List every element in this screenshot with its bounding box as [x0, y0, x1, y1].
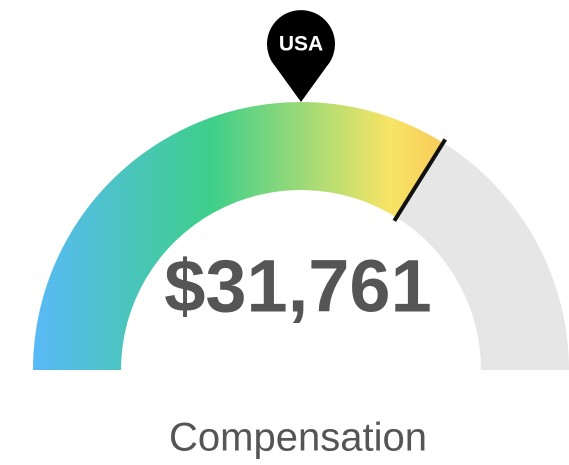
- gauge-fill: [33, 102, 444, 370]
- value-label: $31,761: [164, 245, 432, 328]
- marker-pin: [267, 10, 335, 102]
- marker-label: USA: [279, 33, 323, 56]
- gauge-track: [396, 142, 569, 370]
- value-needle: [392, 138, 447, 222]
- gauge-label: Compensation: [169, 416, 427, 460]
